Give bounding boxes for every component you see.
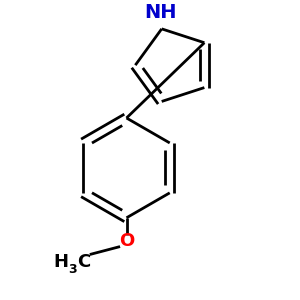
Text: NH: NH (144, 3, 176, 22)
Text: H: H (53, 253, 68, 271)
Text: O: O (119, 232, 134, 250)
Text: C: C (77, 253, 91, 271)
Text: 3: 3 (68, 263, 77, 276)
